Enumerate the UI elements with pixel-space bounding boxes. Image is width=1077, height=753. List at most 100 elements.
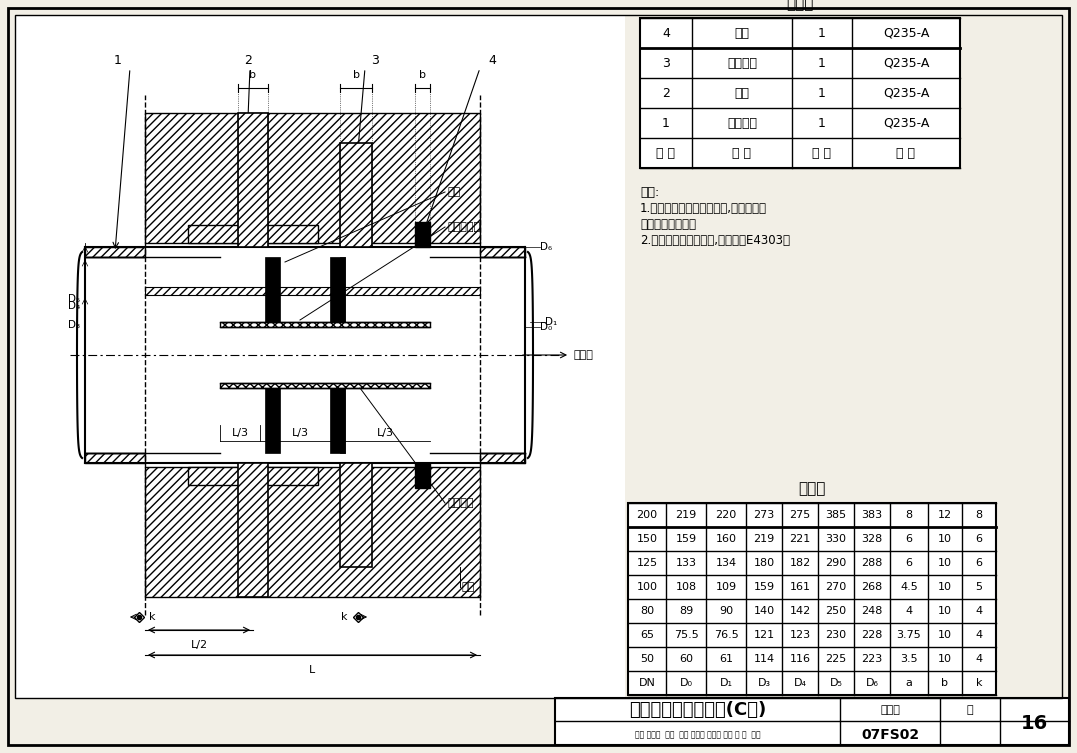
Text: 10: 10	[938, 534, 952, 544]
Text: 121: 121	[754, 630, 774, 640]
Text: b: b	[941, 678, 949, 688]
Text: 6: 6	[906, 534, 912, 544]
Text: 275: 275	[789, 510, 811, 520]
Text: 268: 268	[862, 582, 883, 592]
Text: L/3: L/3	[292, 428, 308, 438]
Text: 108: 108	[675, 582, 697, 592]
Text: Q235-A: Q235-A	[883, 56, 929, 69]
Text: 133: 133	[675, 558, 697, 568]
Text: 6: 6	[906, 558, 912, 568]
Text: 220: 220	[715, 510, 737, 520]
Bar	[220, 383, 430, 388]
Text: 290: 290	[825, 558, 847, 568]
Text: 12: 12	[938, 510, 952, 520]
Text: 翼環: 翼環	[735, 87, 750, 99]
Text: 石棉水泥: 石棉水泥	[447, 498, 474, 508]
Text: 114: 114	[754, 654, 774, 664]
Text: 3: 3	[662, 56, 670, 69]
Text: 材 料: 材 料	[896, 147, 915, 160]
Polygon shape	[145, 113, 480, 243]
Polygon shape	[415, 222, 430, 247]
Text: 2: 2	[244, 53, 252, 66]
Text: 125: 125	[637, 558, 658, 568]
Text: 16: 16	[1021, 715, 1048, 733]
Text: 228: 228	[862, 630, 883, 640]
Text: 數 量: 數 量	[812, 147, 831, 160]
Text: 328: 328	[862, 534, 883, 544]
Text: 10: 10	[938, 558, 952, 568]
Text: 288: 288	[862, 558, 883, 568]
Text: 50: 50	[640, 654, 654, 664]
Text: 擋板: 擋板	[735, 26, 750, 39]
Text: 1: 1	[819, 56, 826, 69]
Text: L: L	[309, 665, 316, 675]
Text: 尺寸表: 尺寸表	[798, 481, 826, 496]
Text: 219: 219	[675, 510, 697, 520]
Text: 159: 159	[675, 534, 697, 544]
Bar	[340, 388, 345, 453]
Text: 60: 60	[679, 654, 693, 664]
Text: 200: 200	[637, 510, 658, 520]
Text: 和固定法蘭焊接。: 和固定法蘭焊接。	[640, 218, 696, 231]
Bar	[220, 322, 430, 327]
Text: Q235-A: Q235-A	[883, 26, 929, 39]
Text: D₅: D₅	[68, 294, 80, 304]
Polygon shape	[340, 143, 372, 247]
Text: 1: 1	[819, 87, 826, 99]
Text: 161: 161	[789, 582, 811, 592]
Polygon shape	[330, 388, 345, 453]
Text: 180: 180	[754, 558, 774, 568]
Text: 134: 134	[715, 558, 737, 568]
Text: 89: 89	[679, 606, 694, 616]
Text: 油麻: 油麻	[447, 187, 460, 197]
Text: 182: 182	[789, 558, 811, 568]
Text: 8: 8	[906, 510, 912, 520]
Text: 385: 385	[825, 510, 847, 520]
Polygon shape	[265, 257, 280, 322]
Text: 固定法蘭: 固定法蘭	[727, 56, 757, 69]
Text: Q235-A: Q235-A	[883, 87, 929, 99]
Text: D₃: D₃	[757, 678, 770, 688]
Text: 2: 2	[662, 87, 670, 99]
Text: 2.焊接采用手工電弧焊,焊條型號E4303。: 2.焊接采用手工電弧焊,焊條型號E4303。	[640, 234, 791, 247]
Text: 名 稱: 名 稱	[732, 147, 752, 160]
Bar	[628, 503, 996, 695]
Text: 123: 123	[789, 630, 811, 640]
Text: D₀: D₀	[540, 322, 553, 332]
Text: 75.5: 75.5	[673, 630, 698, 640]
Polygon shape	[145, 287, 480, 295]
Text: 頁: 頁	[967, 705, 974, 715]
Text: 4: 4	[488, 53, 495, 66]
Text: 221: 221	[789, 534, 811, 544]
Text: b: b	[250, 70, 256, 80]
Text: D₅: D₅	[829, 678, 842, 688]
Text: Q235-A: Q235-A	[883, 117, 929, 130]
Text: k: k	[976, 678, 982, 688]
Bar	[640, 18, 960, 168]
Text: 61: 61	[719, 654, 733, 664]
Text: D₀: D₀	[680, 678, 693, 688]
Text: k: k	[149, 612, 155, 622]
Polygon shape	[415, 463, 430, 488]
Text: b: b	[352, 70, 360, 80]
Text: 142: 142	[789, 606, 811, 616]
Text: 90: 90	[719, 606, 733, 616]
Text: D₃: D₃	[68, 320, 80, 330]
Text: L/2: L/2	[191, 640, 208, 650]
Text: 159: 159	[754, 582, 774, 592]
Polygon shape	[480, 247, 524, 257]
Text: 4: 4	[906, 606, 912, 616]
Text: 225: 225	[825, 654, 847, 664]
Text: 1: 1	[819, 26, 826, 39]
Polygon shape	[188, 467, 318, 485]
Text: 1.管道和填充材料施工完后,再施行擋板: 1.管道和填充材料施工完后,再施行擋板	[640, 202, 767, 215]
Text: 3.5: 3.5	[900, 654, 918, 664]
Bar	[555, 698, 1069, 745]
Text: 沖擊波: 沖擊波	[574, 350, 593, 360]
Text: 材料表: 材料表	[786, 0, 814, 11]
Text: 150: 150	[637, 534, 657, 544]
Text: 10: 10	[938, 630, 952, 640]
Text: 273: 273	[754, 510, 774, 520]
Text: D₆: D₆	[540, 242, 553, 252]
Text: 160: 160	[715, 534, 737, 544]
